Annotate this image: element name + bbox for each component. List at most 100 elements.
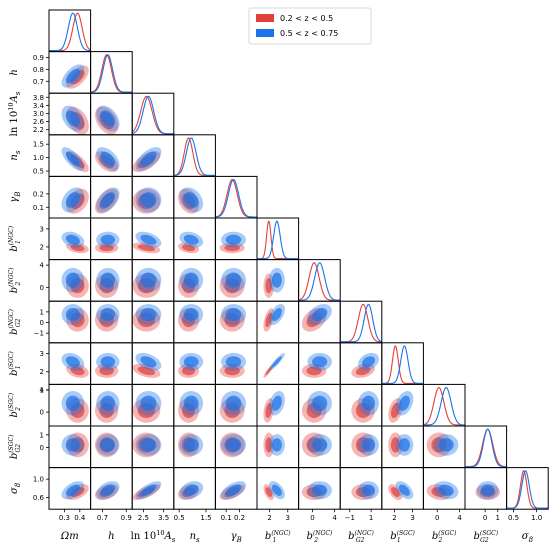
contour-7-6-series-1-level-1: [312, 308, 328, 322]
panel-4-1: [95, 187, 120, 214]
panel-8-0: [61, 352, 89, 378]
yaxis-label-1: h: [9, 69, 20, 75]
xtick-label-2-1: 3.5: [158, 514, 169, 522]
yaxis-label-5: b(NGC)1: [8, 225, 22, 251]
contour-10-1-series-1-level-1: [100, 438, 116, 452]
yaxis-label-9: b(SGC)2: [8, 392, 22, 417]
contour-11-5-series-0-level-1: [265, 487, 273, 498]
panel-2-0: [61, 105, 89, 135]
panel-11-10: [475, 481, 501, 501]
panel-6-6: [298, 262, 341, 301]
contour-5-0-series-1-level-1: [65, 234, 80, 245]
xaxis-label-7: b(NGC) G2: [348, 530, 374, 544]
panel-9-6: [301, 391, 332, 423]
xaxis-label-6: b(NGC) 2: [307, 530, 333, 544]
contour-7-3-series-1-level-1: [183, 308, 199, 322]
panel-4-0: [61, 187, 89, 214]
contour-8-6-series-1-level-1: [312, 356, 328, 368]
contour-11-10-series-1-level-1: [480, 484, 495, 496]
contour-5-1-series-0-level-1: [99, 244, 114, 252]
panel-6-4: [219, 267, 247, 298]
xaxis-label-1: h: [108, 531, 114, 542]
ytick-label-1-0: 0.7: [33, 78, 44, 86]
contour-7-1-series-1-level-1: [100, 308, 116, 322]
contour-7-2-series-1-level-1: [140, 308, 157, 322]
xtick-label-5-1: 3: [286, 514, 290, 522]
contour-6-1-series-1-level-1: [100, 272, 116, 288]
panel-7-7: [340, 303, 382, 343]
panel-7-2: [132, 304, 162, 332]
panel-8-6: [301, 352, 332, 378]
contour-10-4-series-1-level-1: [225, 438, 242, 452]
xtick-label-7-1: 1: [369, 514, 373, 522]
contour-9-2-series-1-level-1: [140, 395, 157, 411]
ytick-label-2-2: 3.0: [33, 110, 44, 118]
marginal-9-series-1: [423, 386, 465, 426]
contour-6-5-series-1-level-1: [271, 272, 282, 288]
contour-9-4-series-1-level-1: [225, 395, 242, 411]
xtick-label-3-1: 1.5: [200, 514, 211, 522]
contour-9-8-series-1-level-1: [398, 395, 410, 411]
xtick-label-5-0: 2: [267, 514, 271, 522]
contour-8-0-series-0-level-1: [70, 366, 85, 376]
panel-10-1: [95, 432, 120, 458]
panel-8-8: [381, 345, 424, 384]
panel-11-9: [426, 481, 459, 501]
panel-5-3: [178, 231, 204, 254]
contour-9-7-series-1-level-1: [361, 395, 375, 411]
panel-8-7: [351, 352, 379, 378]
contour-6-5-series-0-level-1: [265, 278, 273, 294]
contour-10-3-series-1-level-1: [183, 438, 199, 452]
ytick-label-8-0: 1: [40, 386, 44, 394]
marginal-1-series-0: [90, 54, 133, 93]
panel-9-7: [351, 391, 379, 423]
panel-10-2: [132, 432, 162, 458]
panel-11-11: [506, 470, 549, 509]
marginal-6-series-1: [298, 262, 341, 301]
contour-9-5-series-0-level-1: [265, 402, 273, 419]
panel-8-2: [132, 352, 162, 378]
panel-5-5: [257, 220, 299, 260]
contour-9-5-series-1-level-1: [271, 395, 282, 411]
xaxis-label-4: γB: [231, 531, 242, 544]
ytick-label-9-1: 4: [40, 386, 45, 394]
contour-10-8-series-1-level-1: [398, 438, 410, 452]
marginal-10-series-0: [465, 428, 507, 468]
xaxis-label-11: σ8: [522, 531, 534, 544]
marginal-1-series-1: [90, 54, 133, 93]
panel-8-3: [178, 352, 204, 378]
panel-10-9: [426, 432, 459, 458]
panel-2-1: [95, 105, 120, 135]
marginal-5-series-1: [257, 220, 299, 260]
panel-9-1: [95, 391, 120, 423]
legend-label-0: 0.2 < z < 0.5: [280, 14, 333, 23]
contour-3-1-series-1-level-1: [100, 151, 116, 167]
contour-11-9-series-1-level-1: [438, 484, 454, 496]
xaxis-label-0: Ωm: [60, 531, 79, 542]
contour-3-2-series-1-level-1: [140, 151, 157, 167]
xtick-label-9-1: 4: [457, 514, 462, 522]
xtick-label-0-1: 0.4: [74, 514, 86, 522]
ytick-label-4-0: 0.1: [33, 204, 44, 212]
contour-11-0-series-1-level-1: [65, 484, 80, 496]
contour-2-1-series-1-level-1: [100, 110, 116, 127]
contour-8-1-series-0-level-1: [99, 366, 114, 376]
marginal-3-series-1: [173, 137, 216, 176]
contour-11-5-series-1-level-1: [271, 484, 282, 496]
yaxis-label-10: b(SGC)G2: [8, 434, 22, 459]
marginal-6-series-0: [298, 262, 341, 301]
contour-5-3-series-1-level-1: [183, 234, 199, 245]
ytick-label-3-2: 1.5: [33, 141, 44, 149]
panel-3-1: [95, 147, 120, 173]
marginal-10-series-1: [465, 428, 507, 468]
ytick-label-2-4: 3.8: [33, 94, 44, 102]
xtick-label-9-0: 0: [435, 514, 439, 522]
panel-9-4: [219, 391, 247, 423]
contour-11-8-series-0-level-1: [390, 487, 400, 498]
contour-8-3-series-0-level-1: [182, 366, 196, 376]
xtick-label-3-0: 0.5: [174, 514, 185, 522]
panel-7-5: [263, 304, 285, 332]
marginal-9-series-0: [423, 386, 465, 426]
panel-4-4: [215, 178, 257, 218]
contour-2-0-series-1-level-1: [65, 110, 80, 127]
